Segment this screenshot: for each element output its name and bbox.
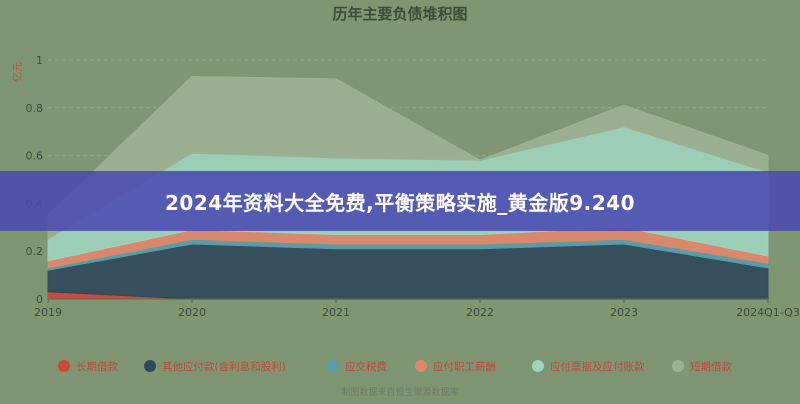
legend-swatch <box>415 360 427 372</box>
legend: 长期借款 其他应付款(含利息和股利) 应交税费 应付职工薪酬 应付票据及应付账款 短期借款 <box>58 360 732 373</box>
y-tick-label: 1 <box>36 54 43 67</box>
x-tick-label: 2019 <box>34 306 62 319</box>
x-tick-label: 2020 <box>178 306 206 319</box>
legend-swatch <box>144 360 156 372</box>
x-tick-label: 2023 <box>610 306 638 319</box>
legend-label: 应交税费 <box>345 360 387 373</box>
x-tick-label: 2022 <box>466 306 494 319</box>
y-tick-label: 0 <box>36 293 43 306</box>
x-tick-label: 2024Q1-Q3 <box>736 306 800 319</box>
legend-item[interactable]: 短期借款 <box>672 360 732 373</box>
banner-text: 2024年资料大全免费,平衡策略实施_黄金版9.240 <box>164 190 636 215</box>
y-tick-label: 0.6 <box>26 150 44 163</box>
legend-item[interactable]: 长期借款 <box>58 360 118 373</box>
legend-swatch <box>532 360 544 372</box>
legend-item[interactable]: 应付职工薪酬 <box>415 360 496 373</box>
overlay-banner: 2024年资料大全免费,平衡策略实施_黄金版9.240 <box>0 171 800 231</box>
footer-source: 制图数据来自恒生聚源数据库 <box>341 386 458 398</box>
y-axis-label: 亿元 <box>11 62 24 82</box>
legend-swatch <box>58 360 70 372</box>
area-1 <box>47 243 769 300</box>
legend-label: 应付职工薪酬 <box>433 360 496 373</box>
y-tick-label: 0.8 <box>26 102 44 115</box>
legend-swatch <box>672 360 684 372</box>
legend-swatch <box>327 360 339 372</box>
legend-item[interactable]: 应付票据及应付账款 <box>532 360 645 373</box>
chart-title: 历年主要负债堆积图 <box>332 5 467 23</box>
legend-label: 短期借款 <box>690 360 732 373</box>
legend-label: 应付票据及应付账款 <box>550 360 645 373</box>
x-axis-ticks: 2019 2020 2021 2022 2023 2024Q1-Q3 <box>34 299 800 319</box>
y-tick-label: 0.2 <box>26 245 44 258</box>
area-line-5 <box>47 75 769 216</box>
legend-label: 长期借款 <box>76 360 118 373</box>
legend-label: 其他应付款(含利息和股利) <box>162 360 286 373</box>
x-tick-label: 2021 <box>322 306 350 319</box>
legend-item[interactable]: 应交税费 <box>327 360 387 373</box>
legend-item[interactable]: 其他应付款(含利息和股利) <box>144 360 286 373</box>
